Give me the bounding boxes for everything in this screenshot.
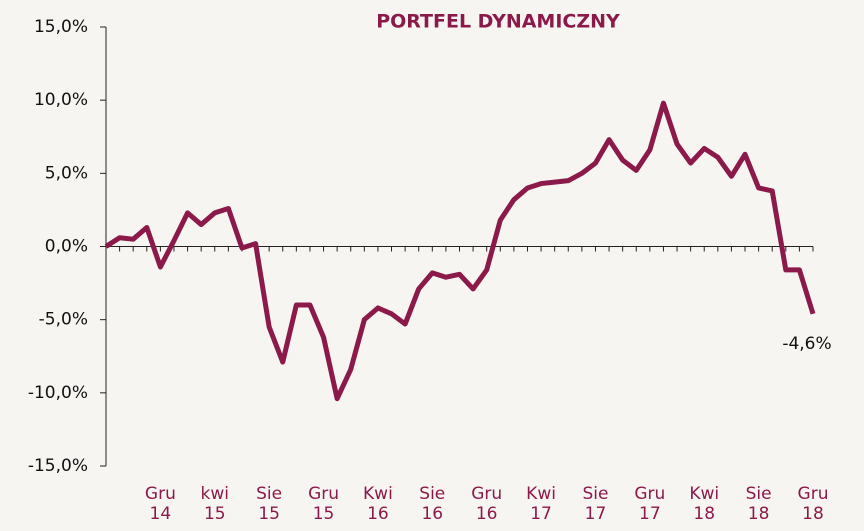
- x-tick-label: Gru 17: [634, 484, 666, 524]
- x-tick-label: Sie 17: [582, 484, 609, 524]
- y-tick-label: 15,0%: [34, 17, 88, 37]
- data-label: -4,6%: [782, 334, 831, 354]
- x-tick-label: Sie 16: [419, 484, 446, 524]
- x-tick-label: Gru 15: [308, 484, 339, 524]
- y-tick-label: 5,0%: [45, 163, 88, 183]
- x-tick-label: kwi 15: [200, 484, 229, 524]
- x-tick-label: Gru 14: [144, 484, 176, 524]
- y-tick-label: 10,0%: [34, 90, 88, 110]
- y-tick-label: 0,0%: [45, 237, 88, 257]
- x-tick-label: Gru 16: [471, 484, 503, 524]
- line: [104, 100, 816, 402]
- x-tick-label: Sie 15: [256, 484, 283, 524]
- x-tick-label: Kwi 16: [363, 484, 393, 524]
- x-tick-label: Gru 18: [797, 484, 829, 524]
- x-tick-label: Kwi 17: [526, 484, 556, 524]
- y-tick-label: -10,0%: [28, 383, 88, 403]
- chart-title: PORTFEL DYNAMICZNY: [376, 11, 620, 33]
- y-tick-label: -15,0%: [28, 456, 88, 476]
- x-tick-label: Sie 18: [745, 484, 772, 524]
- x-tick-label: Kwi 18: [689, 484, 720, 524]
- y-tick-label: -5,0%: [39, 310, 88, 330]
